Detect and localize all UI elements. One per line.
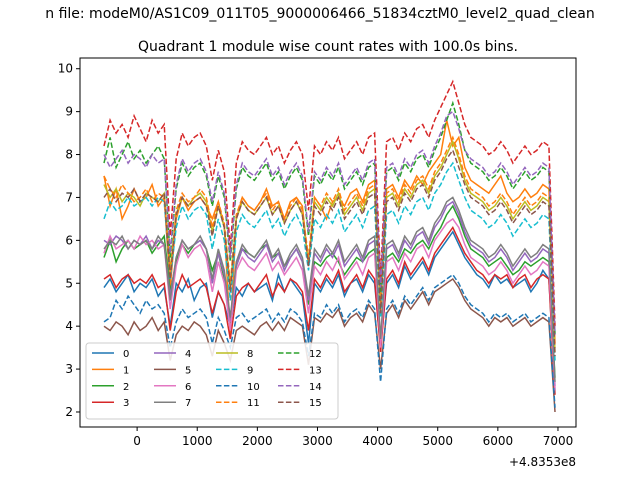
series-line-15 (103, 148, 556, 357)
legend-label-2: 2 (123, 382, 129, 393)
y-axis: 2 3 4 5 6 7 8 9 10 (58, 62, 80, 419)
legend-label-13: 13 (309, 365, 322, 376)
y-tick-label: 3 (65, 362, 73, 376)
y-tick-label: 4 (65, 319, 73, 333)
x-tick-label: 6000 (483, 434, 514, 448)
y-tick-label: 7 (65, 190, 73, 204)
x-tick-label: 7000 (543, 434, 574, 448)
series-line-12 (103, 100, 556, 335)
legend-label-9: 9 (247, 365, 253, 376)
series-line-7 (103, 196, 556, 382)
x-tick-label: 2000 (242, 434, 273, 448)
series-layer (103, 79, 556, 413)
x-offset-label: +4.8353e8 (509, 455, 576, 469)
y-tick-label: 2 (65, 405, 73, 419)
x-tick-label: 0 (133, 434, 141, 448)
plot-area (79, 57, 577, 428)
x-tick-label: 3000 (302, 434, 333, 448)
y-tick-label: 9 (65, 105, 73, 119)
legend-label-6: 6 (185, 382, 191, 393)
series-line-5 (103, 277, 556, 413)
x-tick-label: 1000 (182, 434, 213, 448)
x-axis: 0 1000 2000 3000 4000 5000 6000 7000 (133, 427, 573, 448)
y-tick-label: 5 (65, 276, 73, 290)
legend-label-3: 3 (123, 398, 129, 409)
x-tick-label: 5000 (422, 434, 453, 448)
y-tick-label: 6 (65, 233, 73, 247)
series-line-0 (103, 230, 556, 391)
series-line-13 (103, 79, 556, 327)
y-tick-label: 10 (58, 62, 73, 76)
legend-label-10: 10 (247, 382, 260, 393)
y-tick-label: 8 (65, 148, 73, 162)
series-line-3 (103, 226, 556, 395)
series-line-10 (103, 273, 556, 408)
legend-label-12: 12 (309, 349, 322, 360)
legend-label-11: 11 (247, 398, 260, 409)
legend-label-15: 15 (309, 398, 322, 409)
chart-suptitle: n file: modeM0/AS1C09_011T05_9000006466_… (45, 6, 594, 22)
legend-label-14: 14 (309, 382, 322, 393)
series-line-9 (103, 161, 556, 361)
legend-label-8: 8 (247, 349, 253, 360)
legend-label-4: 4 (185, 349, 191, 360)
legend-label-0: 0 (123, 349, 129, 360)
plot-frame (79, 57, 577, 428)
series-line-6 (103, 217, 556, 391)
legend-box (85, 342, 339, 420)
legend-label-5: 5 (185, 365, 191, 376)
legend-label-7: 7 (185, 398, 191, 409)
series-line-14 (103, 110, 556, 335)
legend-label-1: 1 (123, 365, 129, 376)
chart-title: Quadrant 1 module wise count rates with … (138, 39, 518, 55)
x-tick-label: 4000 (362, 434, 393, 448)
